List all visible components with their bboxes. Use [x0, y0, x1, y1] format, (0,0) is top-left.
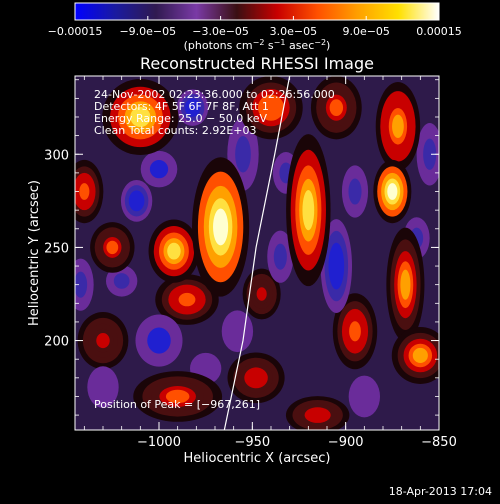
y-tick-label: 300 [44, 148, 69, 163]
colorbar: −0.00015 −9.0e−05 −3.0e−05 3.0e−05 9.0e−05 0.… [48, 2, 462, 52]
timestamp: 18-Apr-2013 17:04 [388, 485, 492, 498]
emission-blob [79, 183, 90, 200]
emission-blob [309, 410, 327, 421]
emission-blob [349, 321, 361, 342]
x-tick-label: −900 [328, 435, 364, 450]
colorbar-tick-label: −9.0e−05 [119, 25, 176, 38]
emission-blob [96, 333, 110, 349]
colorbar-units-exp1: −2 [253, 38, 265, 47]
colorbar-units-exp2: −1 [274, 38, 286, 47]
heatmap-blobs [75, 76, 439, 430]
emission-blob [106, 240, 119, 255]
info-energy-range: Energy Range: 25.0 − 50.0 keV [94, 112, 268, 125]
negative-blob [235, 135, 251, 173]
x-tick-label: −1000 [137, 435, 181, 450]
negative-blob [197, 360, 214, 377]
negative-blob [356, 386, 373, 407]
emission-blob [412, 347, 428, 364]
emission-blob [165, 389, 190, 404]
y-tick-label: 250 [44, 241, 69, 256]
emission-blob [387, 183, 398, 200]
colorbar-units-exp3: −2 [314, 38, 326, 47]
emission-blob [167, 242, 181, 260]
emission-blob [400, 269, 411, 300]
colorbar-tick-label: 9.0e−05 [342, 25, 389, 38]
emission-blob [302, 190, 315, 231]
y-axis-label: Heliocentric Y (arcsec) [27, 180, 42, 326]
axis-ticks: −1000 −950 −900 −850 200 250 300 [44, 76, 457, 450]
emission-blob [213, 208, 229, 246]
colorbar-units-main: (photons cm [184, 39, 253, 52]
colorbar-tick-label: −0.00015 [48, 25, 103, 38]
heatmap-area [75, 76, 439, 430]
negative-blob [273, 243, 287, 270]
negative-blob [348, 178, 362, 205]
info-detectors: Detectors: 4F 5F 6F 7F 8F, Att 1 [94, 100, 269, 113]
info-time-range: 24‐Nov‐2002 02:23:36.000 to 02:26:56.000 [94, 88, 335, 101]
negative-blob [147, 327, 171, 354]
colorbar-ticks: −0.00015 −9.0e−05 −3.0e−05 3.0e−05 9.0e−05 0.… [48, 16, 462, 38]
colorbar-strip [74, 2, 440, 21]
colorbar-tick-label: 0.00015 [416, 25, 462, 38]
negative-blob [128, 190, 145, 212]
negative-blob [229, 320, 246, 342]
colorbar-tick-label: 3.0e−05 [270, 25, 317, 38]
colorbar-units-mid: s [264, 39, 273, 52]
plot-frame [74, 75, 440, 431]
emission-blob [256, 287, 267, 301]
emission-blob [392, 114, 404, 139]
colorbar-units: (photons cm−2 s−1 asec−2) [184, 38, 331, 52]
emission-blob [248, 371, 264, 385]
negative-blob [184, 98, 201, 117]
colorbar-units-tail: asec [285, 39, 314, 52]
colorbar-tick-label: −3.0e−05 [192, 25, 249, 38]
x-tick-label: −950 [234, 435, 270, 450]
negative-blob [75, 271, 88, 298]
colorbar-units-close: ) [326, 39, 330, 52]
chart-title: Reconstructed RHESSI Image [140, 54, 374, 73]
x-tick-label: −850 [421, 435, 457, 450]
info-clean-counts: Clean Total counts: 2.92E+03 [94, 124, 257, 137]
negative-blob [423, 138, 437, 170]
negative-blob [328, 242, 345, 290]
emission-blob [130, 106, 151, 128]
negative-blob [95, 376, 111, 398]
emission-blob [262, 99, 280, 117]
y-tick-label: 200 [44, 335, 69, 350]
peak-position-label: Position of Peak = [−967,261] [94, 398, 260, 411]
negative-blob [113, 273, 130, 289]
negative-blob [149, 160, 169, 179]
info-block: 24‐Nov‐2002 02:23:36.000 to 02:26:56.000… [94, 88, 335, 137]
emission-blob [329, 99, 344, 117]
solar-limb [223, 76, 291, 430]
x-axis-label: Heliocentric X (arcsec) [184, 451, 331, 466]
emission-blob [178, 292, 196, 307]
